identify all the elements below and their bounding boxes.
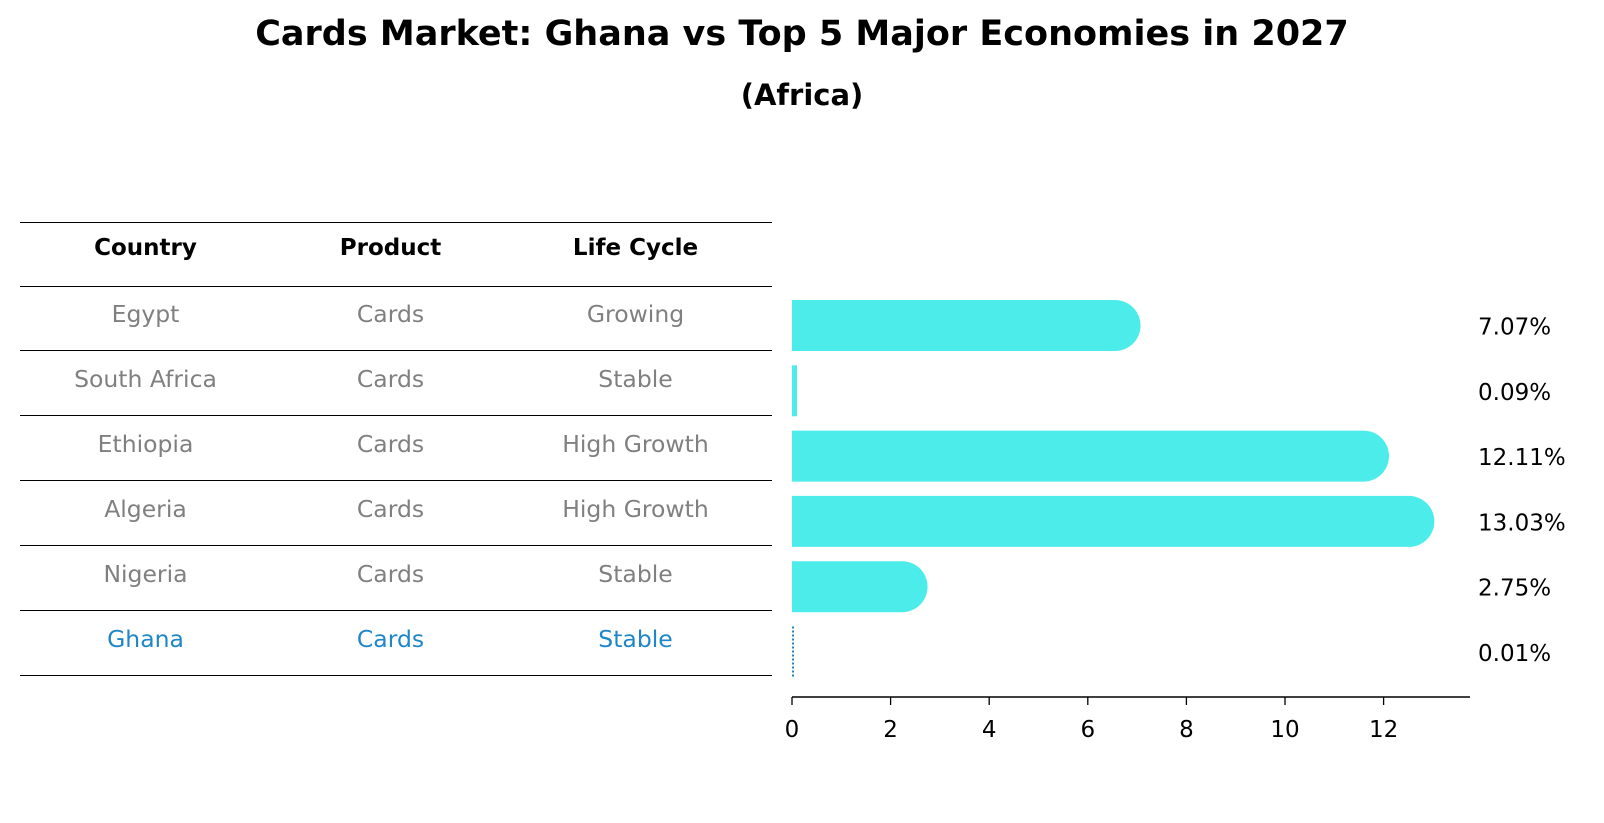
x-tick-label: 12 [1369, 717, 1398, 743]
header-life-cycle: Life Cycle [572, 235, 699, 261]
data-table: Country Product Life Cycle Egypt Cards G… [20, 222, 772, 692]
cell-life-cycle-highlight: Stable [598, 625, 673, 653]
table-rule [20, 610, 772, 611]
cell-product: Cards [356, 300, 425, 328]
bar [792, 300, 1141, 351]
chart-title: Cards Market: Ghana vs Top 5 Major Econo… [255, 14, 1349, 54]
x-tick-label: 6 [1080, 717, 1095, 743]
cell-life-cycle: Stable [598, 365, 673, 393]
x-tick-label: 8 [1179, 717, 1194, 743]
cell-country-highlight: Ghana [107, 625, 184, 653]
cell-product: Cards [356, 560, 425, 588]
data-label: 2.75% [1478, 576, 1551, 602]
cell-life-cycle: High Growth [562, 430, 709, 458]
data-label: 0.09% [1478, 380, 1551, 406]
cell-country: Egypt [111, 300, 180, 328]
x-tick-label: 0 [785, 717, 800, 743]
table-rule [20, 415, 772, 416]
data-label: 0.01% [1478, 641, 1551, 667]
table-rule [20, 675, 772, 676]
cell-product-highlight: Cards [356, 625, 425, 653]
header-product: Product [339, 235, 442, 261]
table-rule [20, 350, 772, 351]
cell-life-cycle: Stable [598, 560, 673, 588]
header-country: Country [94, 235, 197, 261]
cell-life-cycle: High Growth [562, 495, 709, 523]
data-label: 7.07% [1478, 315, 1551, 341]
data-label: 12.11% [1478, 445, 1566, 471]
cell-product: Cards [356, 430, 425, 458]
table-rule [20, 545, 772, 546]
cell-product: Cards [356, 495, 425, 523]
table-rule [20, 222, 772, 223]
data-label: 13.03% [1478, 510, 1566, 536]
cell-country: Ethiopia [97, 430, 194, 458]
x-tick-label: 2 [883, 717, 898, 743]
cell-product: Cards [356, 365, 425, 393]
cell-country: Nigeria [103, 560, 188, 588]
x-tick-label: 4 [982, 717, 997, 743]
x-tick-label: 10 [1270, 717, 1299, 743]
bar [792, 561, 928, 613]
cell-country: Algeria [104, 495, 187, 523]
table-rule [20, 480, 772, 481]
cell-life-cycle: Growing [586, 300, 685, 328]
bar [792, 495, 1435, 547]
cell-country: South Africa [74, 365, 217, 393]
table-rule [20, 286, 772, 287]
chart-subtitle: (Africa) [740, 78, 864, 112]
bar [792, 430, 1390, 482]
bar [792, 365, 797, 417]
